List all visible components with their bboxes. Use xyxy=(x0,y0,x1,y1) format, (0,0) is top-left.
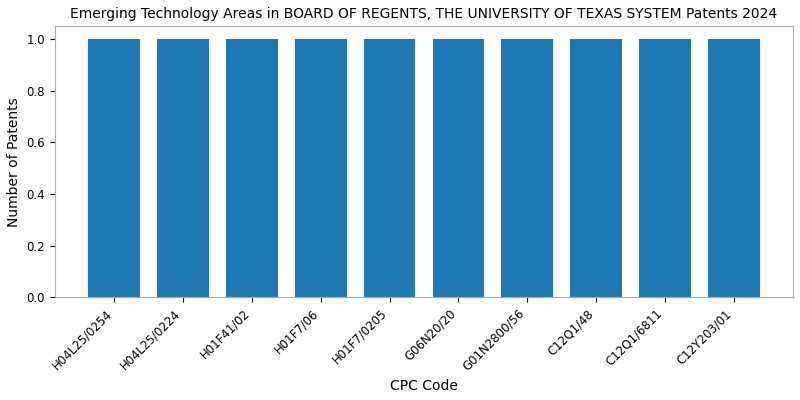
Bar xyxy=(226,39,278,297)
X-axis label: CPC Code: CPC Code xyxy=(390,379,458,393)
Bar xyxy=(295,39,346,297)
Bar xyxy=(364,39,415,297)
Bar xyxy=(570,39,622,297)
Bar xyxy=(708,39,759,297)
Bar xyxy=(89,39,140,297)
Bar xyxy=(639,39,690,297)
Title: Emerging Technology Areas in BOARD OF REGENTS, THE UNIVERSITY OF TEXAS SYSTEM Pa: Emerging Technology Areas in BOARD OF RE… xyxy=(70,7,778,21)
Bar xyxy=(158,39,209,297)
Bar xyxy=(433,39,484,297)
Y-axis label: Number of Patents: Number of Patents xyxy=(7,97,21,226)
Bar xyxy=(502,39,553,297)
